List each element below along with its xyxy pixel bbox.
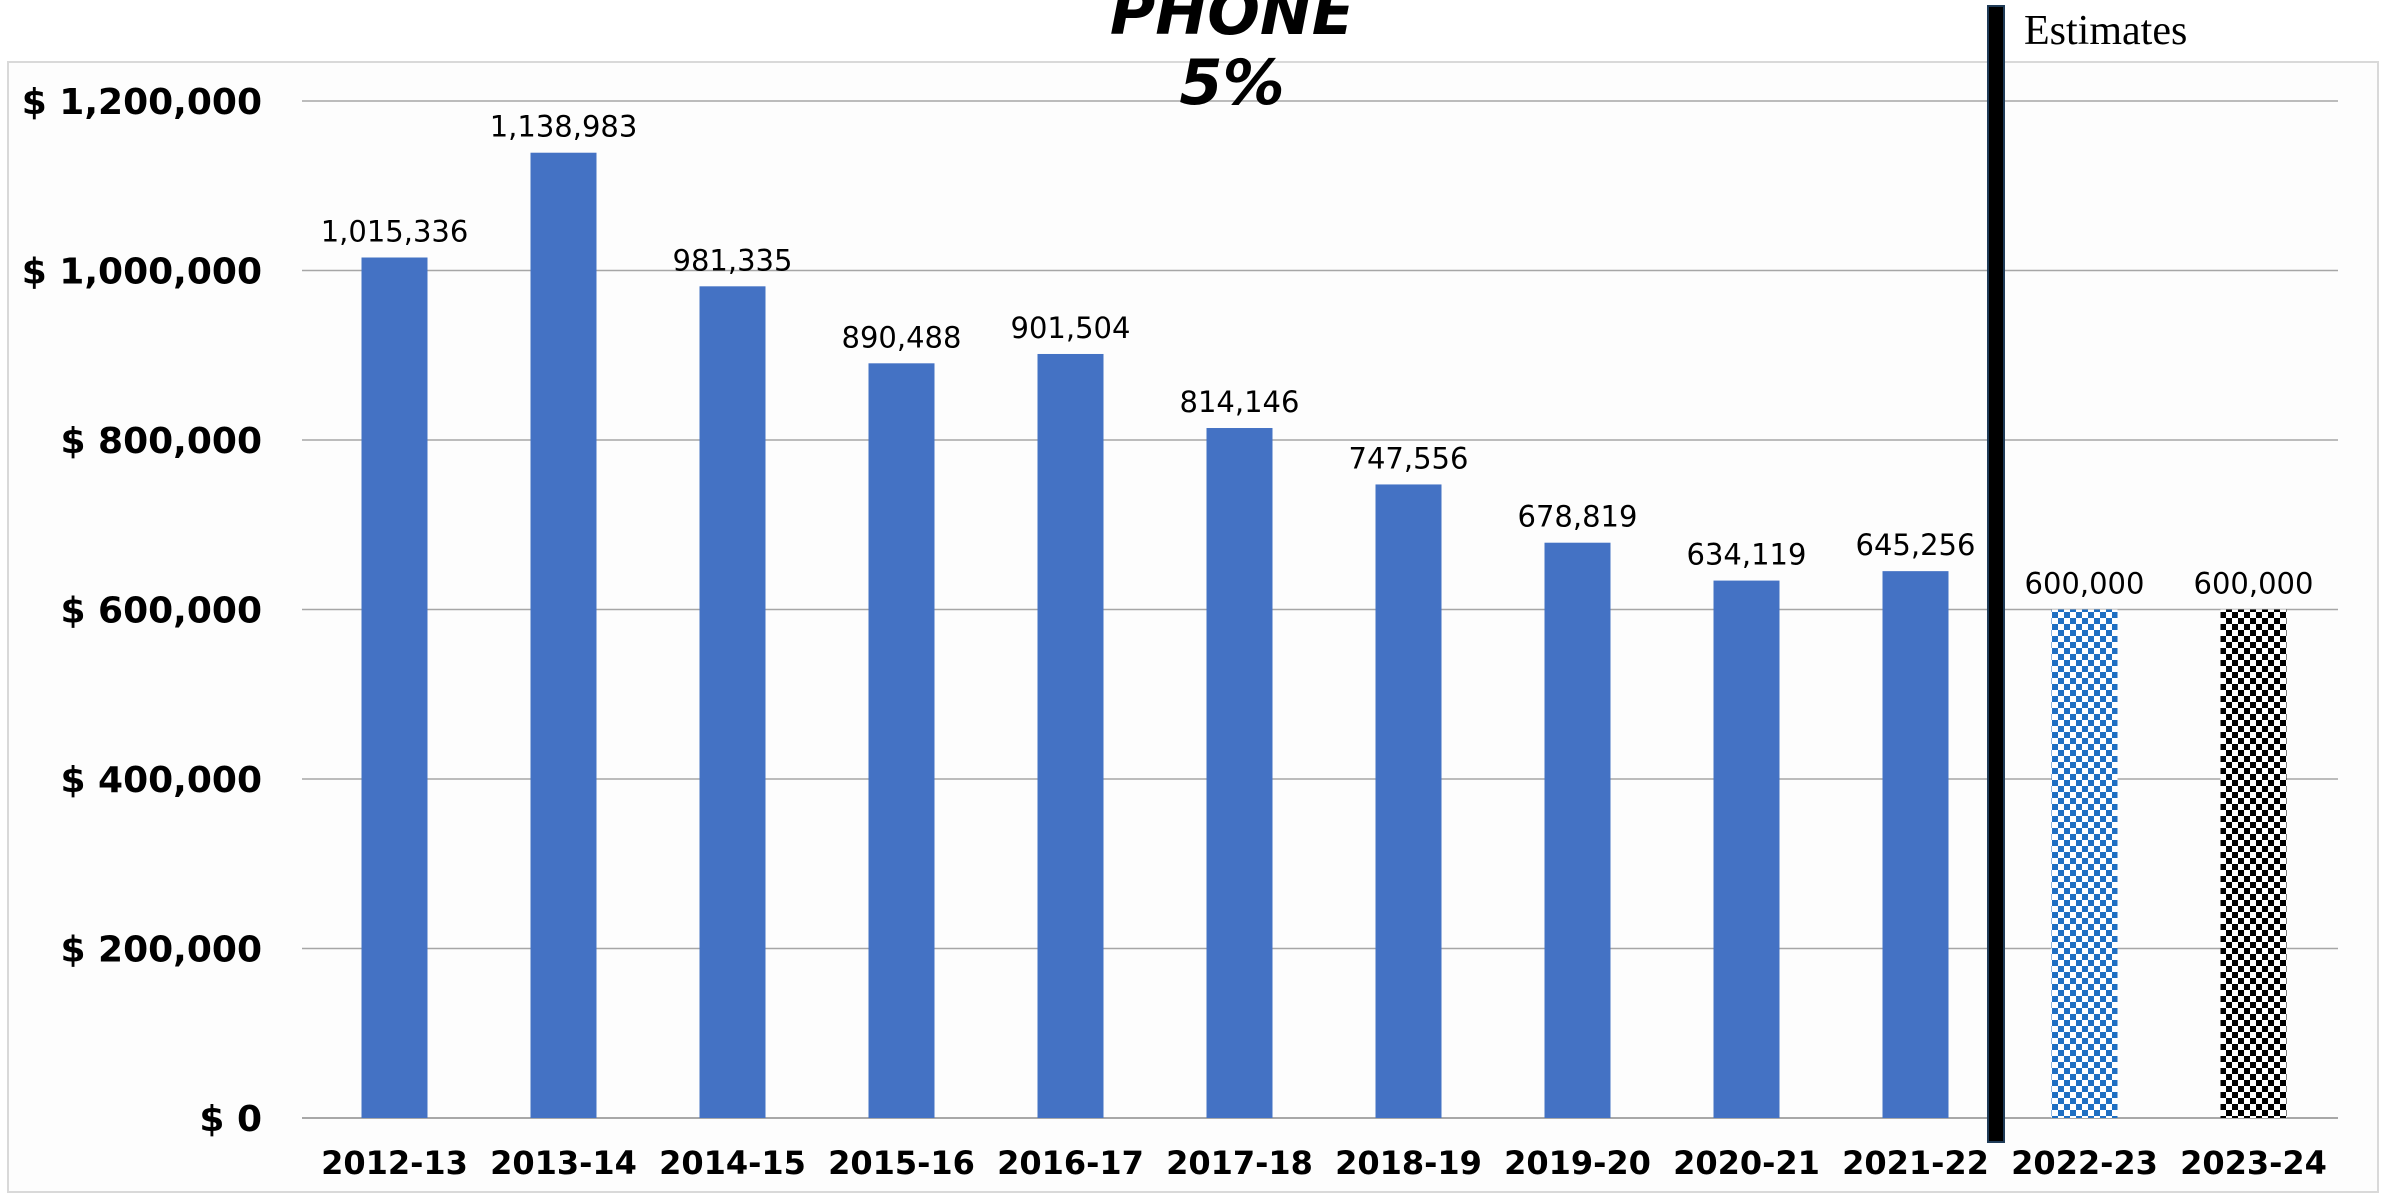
data-labels: 1,015,336 1,138,983 981,335 890,488 901,504 8… <box>321 110 2314 601</box>
x-tick-label: 2021-22 <box>1842 1144 1989 1182</box>
x-tick-label: 2019-20 <box>1504 1144 1651 1182</box>
bar-2015-16 <box>868 363 935 1119</box>
x-tick-label: 2016-17 <box>997 1144 1144 1182</box>
x-tick-label: 2012-13 <box>321 1144 468 1182</box>
data-label: 600,000 <box>2194 567 2314 601</box>
bar-2016-17 <box>1037 353 1104 1119</box>
chart-title: PHONE 5% <box>1110 0 1354 119</box>
x-tick-label: 2013-14 <box>490 1144 637 1182</box>
bar-2023-24 <box>2220 609 2287 1118</box>
y-tick-label: $ 1,200,000 <box>22 82 262 123</box>
x-tick-label: 2018-19 <box>1335 1144 1482 1182</box>
data-label: 1,138,983 <box>490 110 638 144</box>
bar-2020-21 <box>1713 580 1780 1118</box>
x-tick-label: 2022-23 <box>2011 1144 2158 1182</box>
x-tick-label: 2020-21 <box>1673 1144 1820 1182</box>
bar-2022-23 <box>2051 609 2118 1118</box>
x-tick-label: 2014-15 <box>659 1144 806 1182</box>
estimates-divider-line <box>1987 5 2005 1143</box>
bar-2013-14 <box>530 152 597 1118</box>
y-tick-label: $ 800,000 <box>60 421 262 462</box>
data-label: 634,119 <box>1687 538 1807 572</box>
bar-2014-15 <box>699 286 766 1118</box>
y-tick-label: $ 600,000 <box>60 591 262 632</box>
y-tick-label: $ 1,000,000 <box>22 252 262 293</box>
bar-2019-20 <box>1544 542 1611 1118</box>
y-tick-label: $ 0 <box>199 1099 262 1140</box>
bar-2018-19 <box>1375 484 1442 1118</box>
data-label: 814,146 <box>1180 385 1300 419</box>
data-label: 678,819 <box>1518 500 1638 534</box>
bar-2012-13 <box>361 257 428 1118</box>
estimates-annotation: Estimates <box>2024 8 2187 54</box>
data-label: 901,504 <box>1011 311 1131 345</box>
chart-title-line-1: PHONE <box>1110 0 1354 49</box>
data-label: 890,488 <box>842 320 962 354</box>
bar-2017-18 <box>1206 428 1273 1119</box>
estimates-divider <box>1987 5 2005 1143</box>
y-tick-label: $ 400,000 <box>60 760 262 801</box>
y-axis-ticks: $ 0 $ 200,000 $ 400,000 $ 600,000 $ 800,000 $… <box>22 82 262 1140</box>
bars <box>361 152 2287 1119</box>
x-axis-ticks: 2012-13 2013-14 2014-15 2015-16 2016-17 2017-… <box>321 1144 2327 1182</box>
data-label: 600,000 <box>2025 567 2145 601</box>
data-label: 747,556 <box>1349 441 1469 475</box>
y-tick-label: $ 200,000 <box>60 930 262 971</box>
data-label: 1,015,336 <box>321 215 469 249</box>
bar-2021-22 <box>1882 571 1949 1118</box>
data-label: 645,256 <box>1856 528 1976 562</box>
x-tick-label: 2015-16 <box>828 1144 975 1182</box>
data-label: 981,335 <box>673 243 793 277</box>
x-tick-label: 2017-18 <box>1166 1144 1313 1182</box>
x-tick-label: 2023-24 <box>2180 1144 2327 1182</box>
chart-title-line-2: 5% <box>1179 46 1284 119</box>
